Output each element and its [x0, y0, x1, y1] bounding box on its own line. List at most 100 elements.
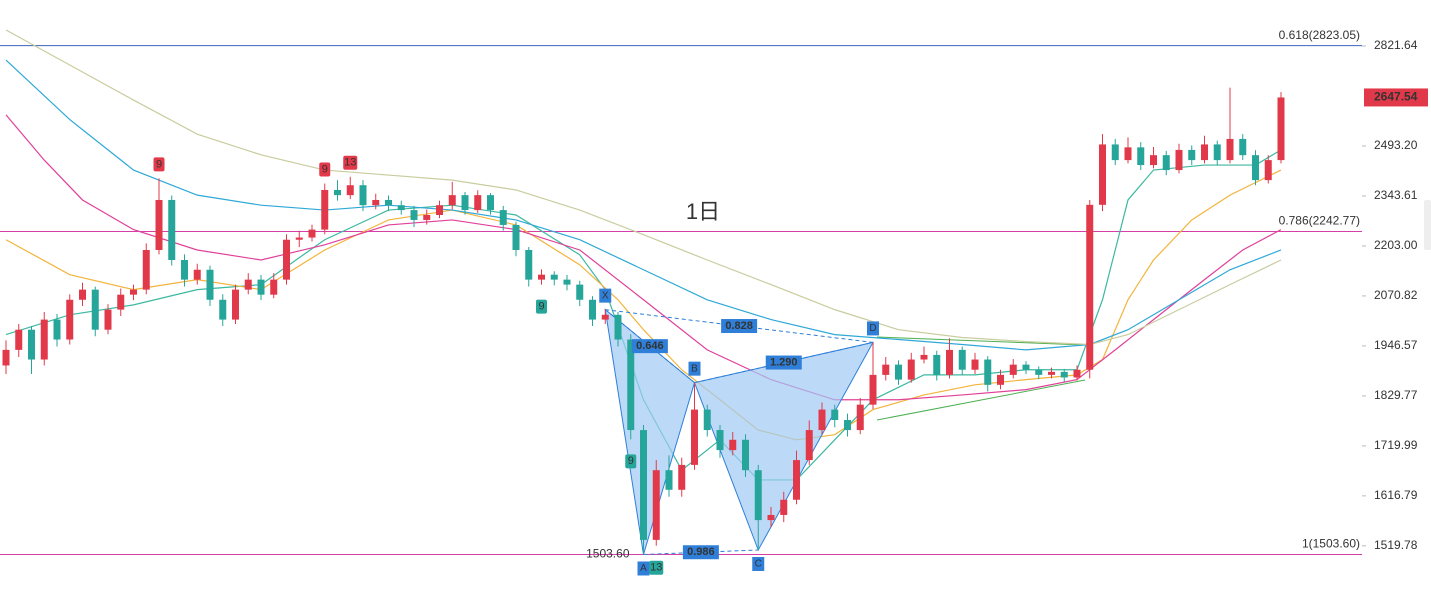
td-label: 9	[538, 301, 544, 313]
candle-body	[589, 299, 596, 320]
candle-body	[487, 195, 494, 211]
candle-body	[729, 439, 737, 451]
last-price-label: 2647.54	[1374, 90, 1418, 104]
candle-body	[1060, 371, 1068, 378]
candle-body	[142, 249, 150, 290]
candle-body	[703, 409, 711, 431]
candle-body	[79, 289, 86, 300]
y-tick-label: 2343.61	[1374, 188, 1418, 202]
candle-body	[920, 354, 928, 360]
candle-body	[538, 274, 545, 280]
candle-body	[1252, 155, 1259, 181]
candle-body	[1073, 369, 1081, 378]
candle-body	[2, 349, 10, 366]
td-label: 9	[156, 158, 162, 170]
candle-body	[831, 409, 839, 420]
candle-body	[193, 269, 201, 280]
candle-body	[1213, 144, 1221, 161]
candle-body	[461, 195, 469, 211]
td-label: 13	[344, 157, 356, 169]
candle-body	[244, 279, 252, 290]
candle-body	[474, 195, 482, 211]
pattern-point-box	[867, 321, 879, 336]
fib-label: 0.618(2823.05)	[1279, 28, 1360, 42]
candle-body	[1226, 138, 1234, 161]
candle-body	[283, 239, 290, 280]
candle-body	[1201, 144, 1208, 161]
td-label-box	[536, 299, 547, 314]
candle-body	[856, 404, 864, 431]
candle-body	[206, 269, 214, 300]
candle-body	[423, 215, 431, 220]
candle-body	[665, 470, 673, 490]
candle-body	[1035, 369, 1043, 375]
side-handle[interactable]	[1424, 200, 1431, 250]
candle-body	[895, 364, 902, 380]
candle-body	[1022, 364, 1030, 370]
y-tick-label: 1946.57	[1374, 338, 1418, 352]
candle-body	[397, 205, 405, 211]
candle-body	[1188, 149, 1196, 161]
candle-body	[168, 199, 176, 260]
ratio-label: 0.646	[636, 340, 664, 352]
candle-body	[499, 210, 507, 225]
td-label: 9	[628, 455, 634, 467]
candle-body	[805, 430, 813, 461]
candle-body	[181, 259, 188, 280]
candle-body	[844, 419, 851, 431]
td-label: 9	[322, 163, 328, 175]
pattern-point-box	[752, 556, 765, 571]
candle-body	[219, 299, 227, 320]
y-tick-label: 2821.64	[1374, 38, 1418, 52]
candle-body	[1048, 371, 1055, 375]
candle-body	[627, 339, 635, 431]
candle-body	[385, 199, 392, 206]
candle-body	[15, 329, 23, 350]
candle-body	[933, 354, 941, 375]
td-label: 13	[650, 562, 662, 574]
pattern-point-label: X	[602, 290, 609, 301]
candle-body	[907, 359, 915, 380]
candle-body	[270, 279, 278, 295]
pattern-point-label: A	[640, 563, 647, 574]
candle-body	[818, 409, 826, 431]
pattern-point-box	[688, 361, 701, 376]
candle-body	[257, 279, 265, 295]
candle-body	[793, 460, 800, 500]
candle-body	[40, 319, 48, 360]
candle-body	[295, 237, 303, 240]
candle-body	[691, 409, 698, 465]
td-label-box	[625, 454, 637, 469]
td-label-box	[343, 155, 358, 170]
td-label-box	[153, 157, 165, 172]
candle-body	[1277, 97, 1285, 161]
td-label-box	[649, 560, 664, 575]
candle-body	[946, 349, 953, 375]
candle-body	[652, 470, 660, 540]
candle-body	[882, 364, 890, 375]
fib-label: 0.786(2242.77)	[1279, 214, 1360, 228]
candle-body	[1137, 147, 1145, 166]
candle-body	[155, 199, 163, 250]
candle-body	[436, 205, 443, 216]
y-tick-label: 2493.20	[1374, 138, 1418, 152]
candle-body	[1162, 155, 1170, 171]
ratio-box	[631, 339, 668, 354]
pattern-point-box	[637, 561, 650, 576]
pattern-point-label: C	[755, 559, 762, 570]
candle-body	[614, 314, 622, 340]
candle-body	[971, 359, 979, 370]
moving-average	[5, 114, 1282, 401]
candle-body	[550, 274, 558, 280]
fib-label: 1(1503.60)	[1302, 537, 1360, 551]
candle-body	[525, 249, 533, 280]
ratio-box	[721, 319, 758, 334]
ratio-box	[682, 545, 719, 560]
y-tick-label: 1719.99	[1374, 438, 1418, 452]
candle-body	[767, 514, 775, 521]
candle-body	[334, 189, 341, 196]
candle-body	[716, 430, 724, 451]
last-price-box	[1364, 88, 1428, 107]
candle-body	[742, 439, 749, 471]
